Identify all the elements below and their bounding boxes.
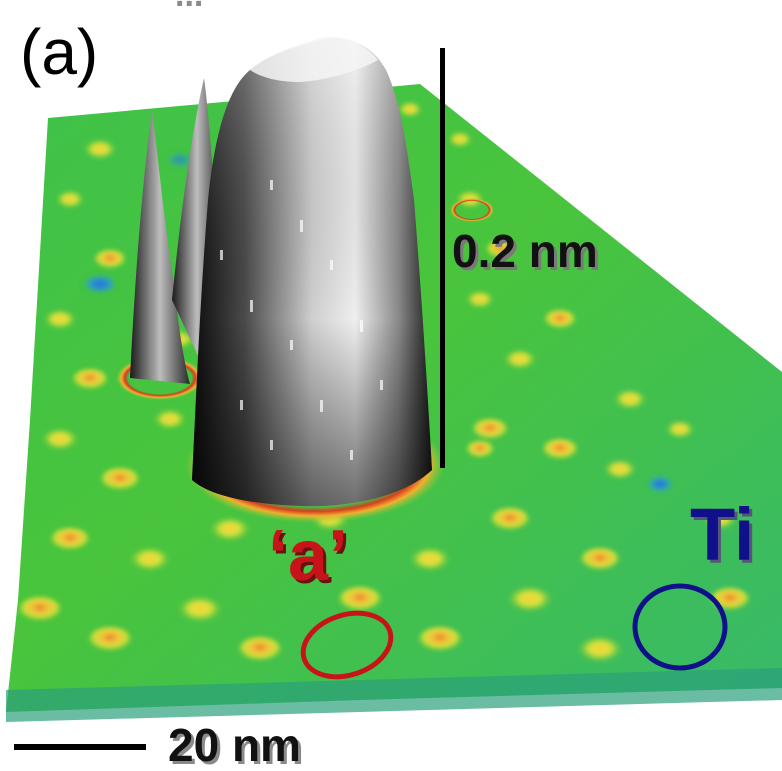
height-scale-bar <box>440 48 445 468</box>
pillar-crown <box>250 36 378 82</box>
lateral-scale-bar <box>14 744 146 750</box>
lateral-scale-label: 20 nm <box>168 719 301 771</box>
pillar-speckles <box>220 180 383 460</box>
small-hot-spot <box>450 198 494 222</box>
panel-label: (a) <box>20 16 99 88</box>
main-pillar-shade <box>192 38 432 507</box>
marker-a-label: ‘a’ <box>268 516 349 596</box>
height-scale-label: 0.2 nm <box>452 225 598 277</box>
marker-a-circle <box>300 610 394 680</box>
surface-front-edge <box>6 668 782 722</box>
small-spike-left <box>130 110 190 384</box>
top-caption-fragment: ... <box>175 0 203 12</box>
surface-depressions <box>82 152 674 493</box>
marker-ti-circle <box>632 583 728 671</box>
marker-ti-label: Ti <box>690 493 755 576</box>
